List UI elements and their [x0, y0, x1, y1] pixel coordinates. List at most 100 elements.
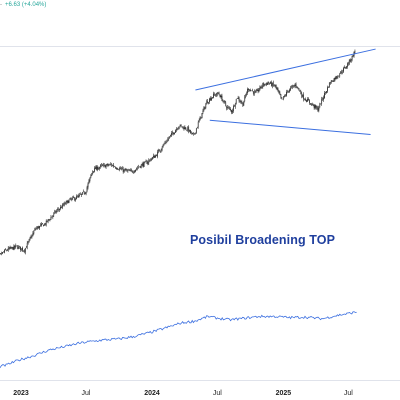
price-candle	[344, 65, 345, 69]
price-candle	[250, 88, 251, 92]
price-candle	[114, 165, 115, 168]
price-candle	[313, 104, 315, 110]
candle-body	[278, 91, 280, 93]
price-candle	[233, 104, 234, 113]
price-candle	[349, 58, 351, 63]
price-candle	[34, 227, 36, 231]
candle-body	[267, 82, 268, 85]
candle-body	[313, 104, 315, 108]
price-candle	[66, 199, 68, 204]
price-candle	[59, 208, 60, 213]
price-candle	[277, 87, 279, 93]
price-candle	[276, 86, 278, 91]
candle-body	[41, 223, 42, 226]
price-candle	[195, 127, 197, 134]
lower-pane	[0, 311, 357, 369]
candle-body	[273, 85, 275, 87]
price-candle	[323, 95, 324, 102]
price-candle	[205, 102, 207, 110]
price-candle	[210, 96, 211, 102]
candle-body	[321, 98, 323, 104]
price-candle	[179, 124, 181, 128]
price-candle	[54, 209, 56, 214]
price-candle	[212, 96, 213, 99]
price-candle	[293, 84, 295, 88]
price-candle	[222, 99, 224, 103]
price-candle	[253, 89, 255, 96]
candle-body	[327, 87, 328, 92]
candle-body	[230, 108, 231, 110]
price-candle	[283, 95, 285, 101]
price-candle	[261, 84, 263, 89]
candle-body	[108, 165, 110, 166]
lower-pane-line	[0, 311, 357, 369]
price-candle	[155, 154, 156, 158]
price-candle	[203, 106, 205, 112]
price-candle	[144, 160, 146, 164]
candle-body	[185, 127, 187, 130]
price-candle	[217, 91, 219, 95]
price-candle	[77, 194, 78, 198]
price-candle	[193, 132, 194, 136]
x-tick-label: Jul	[213, 390, 222, 397]
price-candle	[224, 100, 226, 104]
price-candle	[61, 205, 62, 209]
candle-body	[140, 164, 142, 169]
candle-body	[253, 91, 255, 94]
price-candle	[194, 132, 195, 135]
price-candle	[107, 163, 109, 168]
price-candle	[1, 251, 2, 256]
price-candle	[348, 59, 350, 66]
candle-body	[81, 192, 83, 195]
candle-body	[201, 113, 203, 119]
price-candle	[240, 99, 242, 104]
price-candle	[180, 124, 182, 127]
price-candle	[52, 214, 54, 220]
candle-body	[323, 97, 324, 100]
price-candle	[128, 168, 130, 171]
price-candle	[102, 162, 104, 168]
candle-body	[61, 207, 62, 209]
candle-body	[326, 91, 327, 93]
candle-body	[117, 168, 118, 170]
price-candle	[195, 132, 196, 135]
price-candle	[111, 163, 113, 167]
candle-body	[137, 167, 138, 169]
price-candle	[279, 90, 281, 96]
price-candle	[53, 212, 55, 217]
candle-body	[331, 80, 333, 82]
price-candle	[343, 66, 344, 74]
candle-body	[168, 138, 170, 140]
candle-body	[169, 136, 171, 139]
price-candle	[345, 66, 346, 69]
candle-body	[54, 211, 56, 213]
candle-body	[148, 160, 150, 163]
price-candle	[6, 249, 8, 251]
price-candle	[176, 127, 177, 133]
price-candle	[198, 118, 200, 123]
price-candle	[353, 51, 355, 58]
candle-body	[107, 164, 109, 166]
price-candle	[284, 94, 286, 98]
price-candle	[169, 136, 171, 139]
candle-body	[130, 170, 132, 171]
candle-body	[219, 95, 221, 98]
candle-body	[266, 83, 267, 85]
candle-body	[87, 183, 89, 188]
price-candle	[281, 97, 283, 100]
candle-body	[106, 164, 108, 165]
price-candle	[132, 170, 134, 174]
candle-body	[290, 86, 292, 88]
candle-body	[344, 67, 345, 69]
price-candle	[269, 82, 270, 85]
price-candle	[237, 95, 239, 100]
price-candle	[243, 100, 245, 106]
price-candle	[170, 134, 172, 138]
candle-body	[30, 236, 32, 238]
price-candle	[309, 99, 310, 105]
candle-body	[151, 158, 153, 160]
price-candle	[148, 158, 150, 165]
price-candle	[280, 94, 282, 99]
price-candle	[336, 75, 338, 80]
price-candle	[285, 94, 286, 97]
